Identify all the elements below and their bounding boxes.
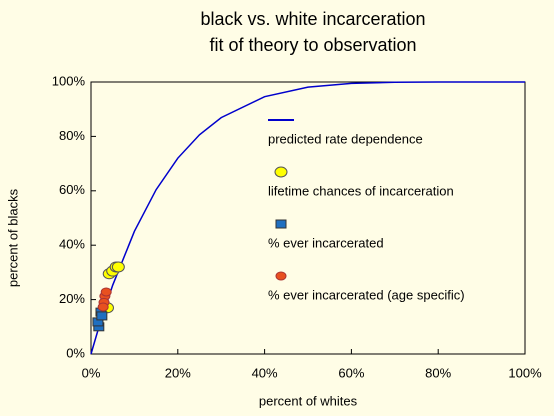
legend-label: predicted rate dependence [268, 131, 423, 146]
legend-swatch [275, 271, 287, 281]
data-point [97, 302, 109, 312]
legend-label: lifetime chances of incarceration [268, 183, 454, 198]
y-tick-label: 40% [59, 237, 85, 252]
legend-label: % ever incarcerated [268, 235, 384, 250]
plot-frame [90, 81, 526, 355]
x-tick-label: 80% [425, 365, 451, 380]
data-point [96, 311, 108, 321]
data-point [111, 261, 125, 273]
x-tick-label: 20% [165, 365, 191, 380]
y-tick-label: 80% [59, 128, 85, 143]
legend-swatch [275, 219, 287, 229]
y-axis-label: percent of blacks [5, 188, 20, 287]
predicted-line [90, 81, 525, 355]
y-tick-label: 0% [66, 345, 85, 360]
data-point [100, 287, 112, 297]
x-tick-label: 60% [338, 365, 364, 380]
x-tick-label: 100% [508, 365, 542, 380]
y-tick-label: 100% [52, 73, 86, 88]
x-tick-label: 0% [82, 365, 101, 380]
chart-subtitle: fit of theory to observation [209, 35, 416, 55]
x-tick-label: 40% [252, 365, 278, 380]
chart-title: black vs. white incarceration [200, 9, 425, 29]
legend-label: % ever incarcerated (age specific) [268, 287, 465, 302]
y-tick-label: 60% [59, 182, 85, 197]
x-axis-label: percent of whites [259, 393, 358, 408]
legend-swatch [274, 166, 288, 178]
y-tick-label: 20% [59, 291, 85, 306]
